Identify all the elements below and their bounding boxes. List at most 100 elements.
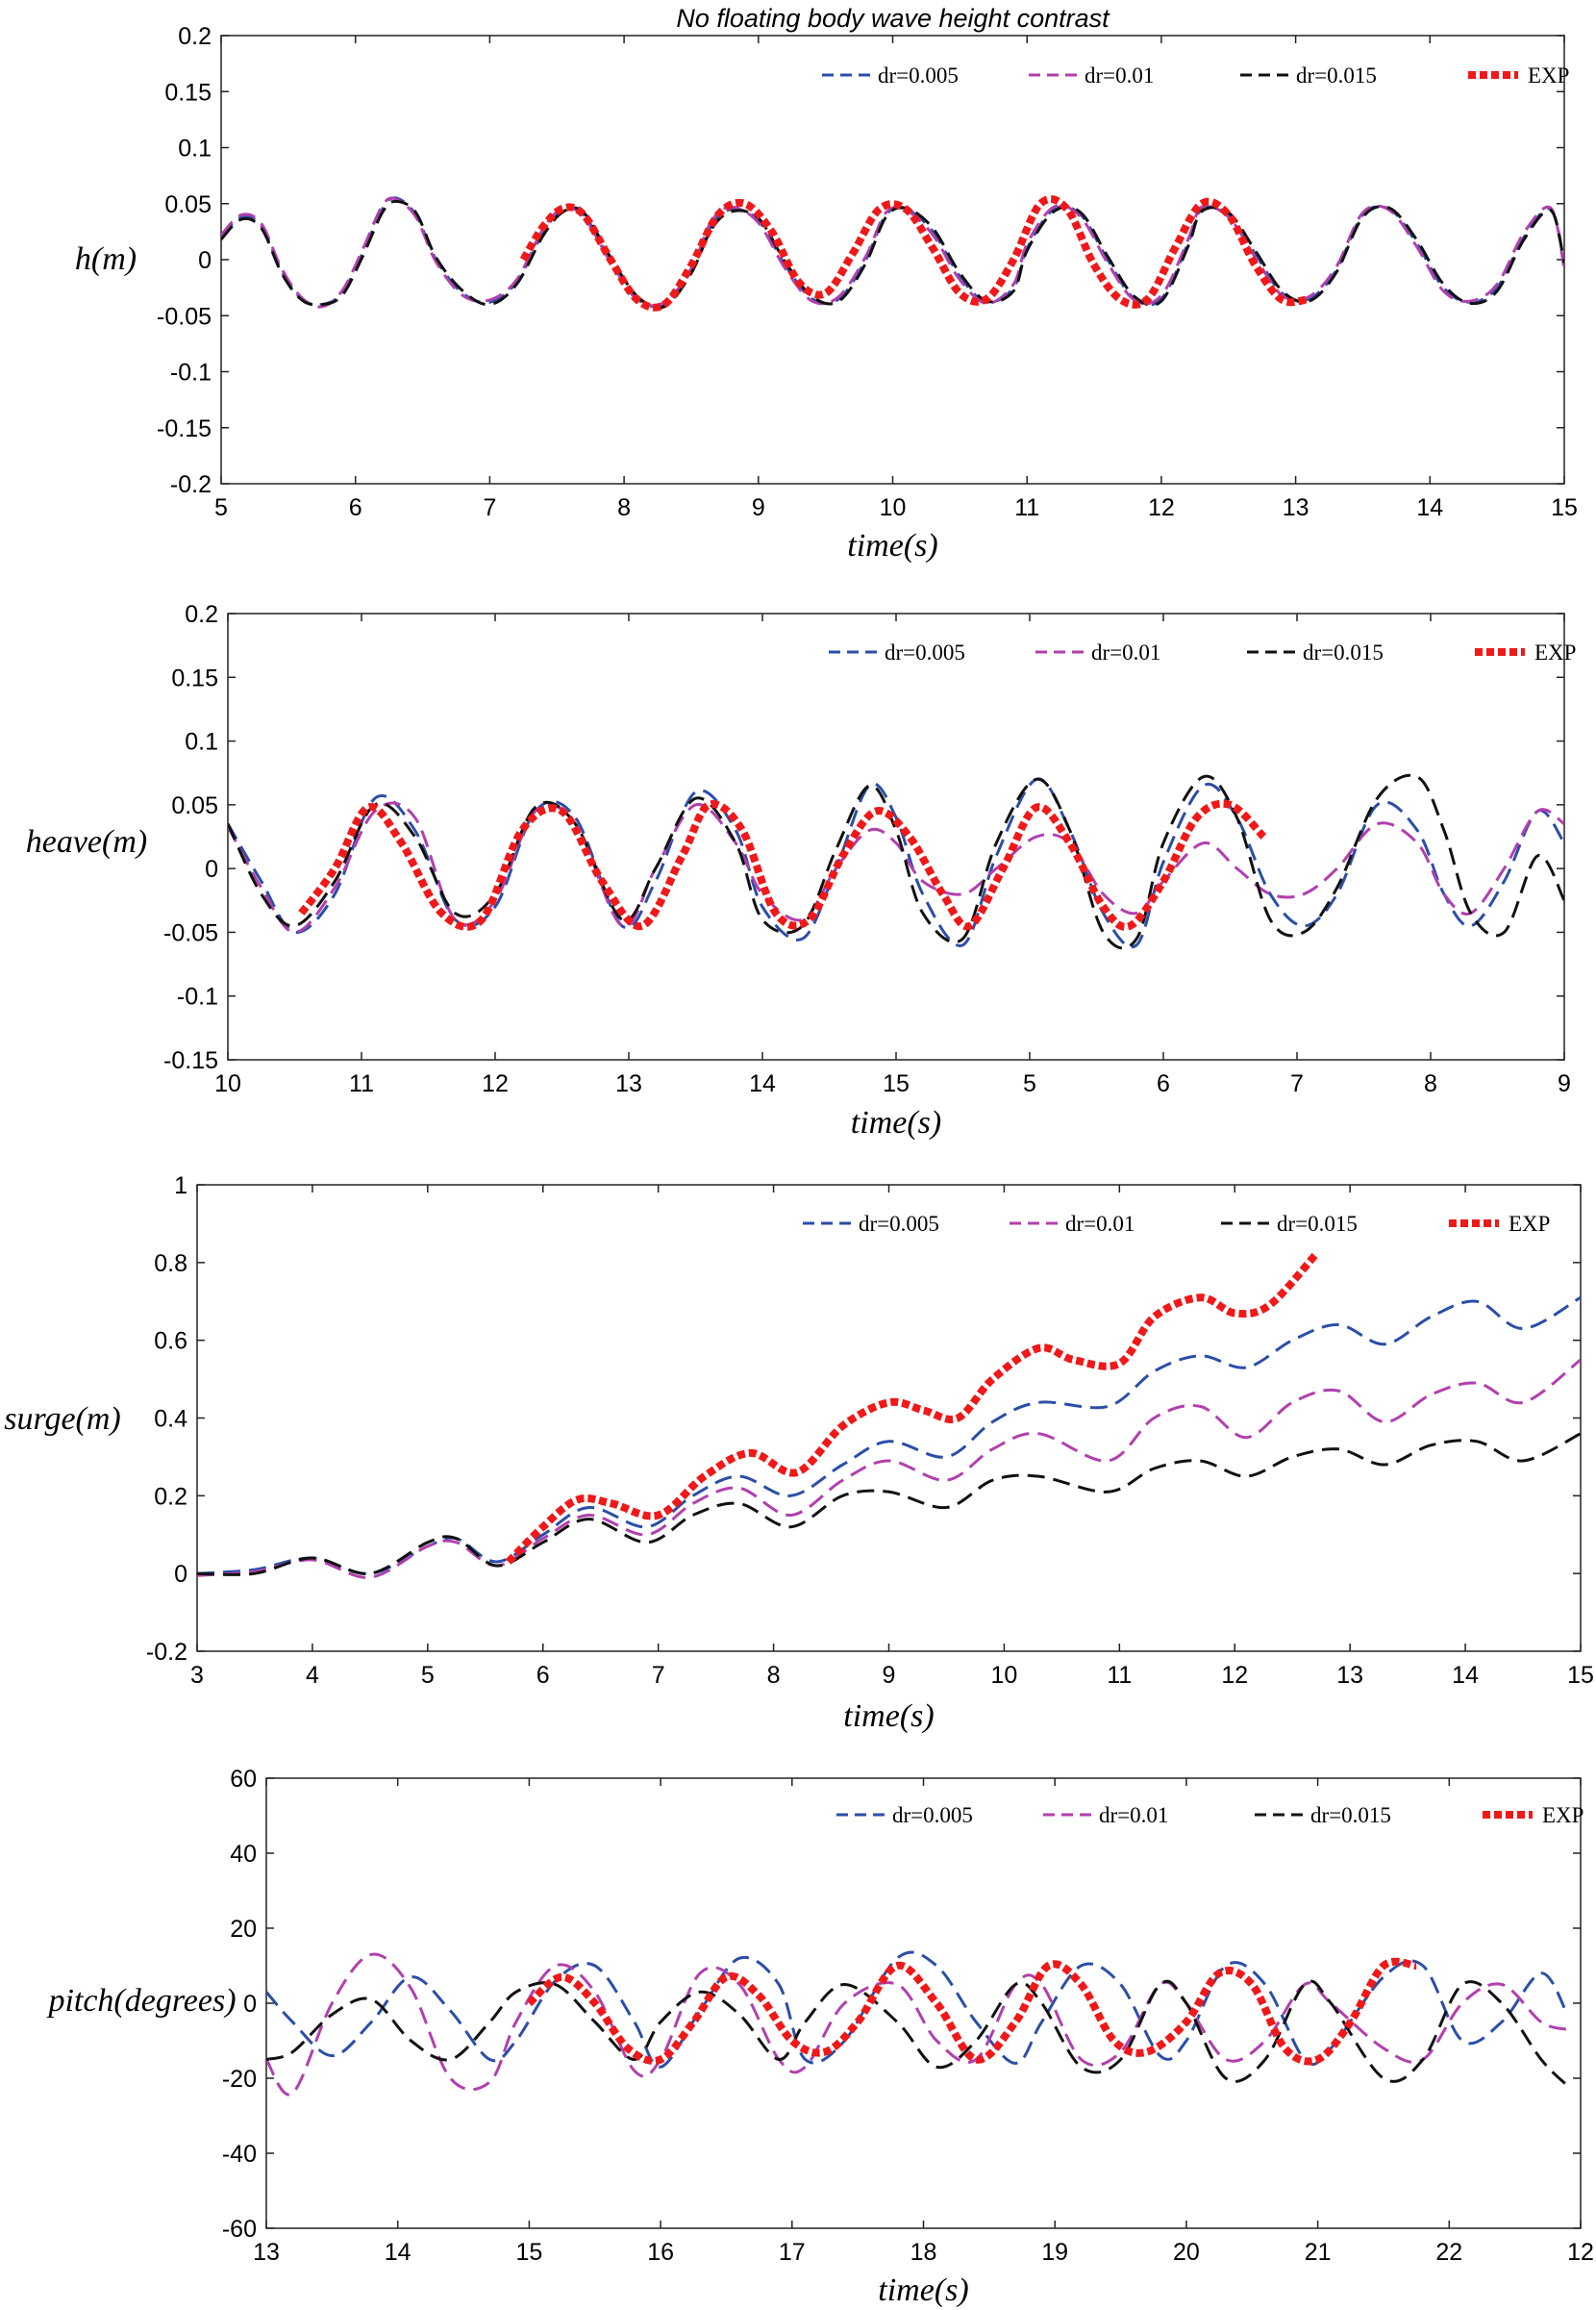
series-dr-001 <box>228 801 1564 934</box>
x-axis-label: time(s) <box>878 2272 968 2308</box>
y-tick-label: -0.1 <box>170 360 212 387</box>
x-tick-label: 7 <box>652 1662 665 1689</box>
legend-label: dr=0.01 <box>1099 1803 1168 1827</box>
x-tick-label: 18 <box>910 2239 937 2266</box>
series-exp <box>298 799 1267 931</box>
y-tick-label: 0 <box>198 247 212 274</box>
series-exp <box>526 1957 1417 2066</box>
y-tick-label: 0.15 <box>164 79 212 106</box>
y-tick-label: 40 <box>230 1841 257 1868</box>
y-tick-label: -0.2 <box>146 1639 187 1666</box>
x-tick-label: 13 <box>1283 494 1309 521</box>
x-tick-label: 3 <box>190 1662 204 1689</box>
x-axis-label: time(s) <box>847 528 937 564</box>
y-tick-label: 0.15 <box>171 665 218 691</box>
y-tick-label: -0.1 <box>177 984 218 1011</box>
y-tick-label: 0.05 <box>171 792 218 819</box>
y-tick-label: -0.05 <box>163 919 218 946</box>
y-tick-label: -20 <box>222 2066 257 2093</box>
y-tick-label: -0.15 <box>157 415 212 442</box>
x-tick-label: 7 <box>1290 1070 1304 1097</box>
y-tick-label: 0.2 <box>178 23 212 50</box>
x-tick-label: 15 <box>883 1070 910 1097</box>
y-tick-label: 0.2 <box>185 601 218 628</box>
y-tick-label: 0 <box>243 1991 257 2018</box>
x-tick-label: 6 <box>349 494 362 521</box>
x-tick-label: 12 <box>1148 494 1175 521</box>
legend-label: EXP <box>1542 1803 1584 1827</box>
legend-label: dr=0.015 <box>1277 1212 1358 1236</box>
y-tick-label: 0 <box>205 856 218 883</box>
y-tick-label: 20 <box>230 1916 257 1943</box>
y-axis-label: pitch(degrees) <box>46 1983 236 2019</box>
y-tick-label: 0.1 <box>185 729 218 756</box>
x-tick-label: 10 <box>880 494 907 521</box>
x-tick-label: 16 <box>647 2239 674 2266</box>
series-dr-001 <box>197 1358 1581 1579</box>
x-tick-label: 13 <box>253 2239 280 2266</box>
x-tick-label: 12 <box>1221 1662 1248 1689</box>
y-tick-label: 0.4 <box>154 1406 187 1433</box>
x-tick-label: 11 <box>349 1070 374 1097</box>
x-axis-label: time(s) <box>843 1698 934 1734</box>
legend-label: dr=0.005 <box>859 1212 939 1236</box>
series-exp <box>519 194 1310 312</box>
legend-label: dr=0.005 <box>892 1803 973 1827</box>
x-tick-label: 22 <box>1435 2239 1462 2266</box>
legend-label: dr=0.01 <box>1091 640 1160 665</box>
legend-label: dr=0.015 <box>1303 640 1384 665</box>
legend-label: dr=0.005 <box>878 63 959 88</box>
x-tick-label: 17 <box>779 2239 806 2266</box>
x-tick-label: 5 <box>421 1662 435 1689</box>
x-tick-label: 8 <box>1424 1070 1437 1097</box>
x-tick-label: 9 <box>883 1662 896 1689</box>
series-dr-0015 <box>221 199 1564 310</box>
y-tick-label: 0.05 <box>164 191 212 218</box>
y-axis-label: heave(m) <box>26 824 147 860</box>
x-tick-label: 15 <box>1567 1662 1594 1689</box>
y-tick-label: 1 <box>174 1172 187 1199</box>
x-tick-label: 15 <box>1551 494 1578 521</box>
series-dr-0005 <box>228 777 1564 949</box>
x-tick-label: 13 <box>1336 1662 1363 1689</box>
series-dr-0015 <box>228 773 1564 950</box>
legend-label: dr=0.015 <box>1310 1803 1391 1827</box>
y-tick-label: 0.8 <box>154 1250 187 1277</box>
legend-label: dr=0.01 <box>1065 1212 1135 1236</box>
y-tick-label: -0.15 <box>163 1047 218 1074</box>
x-tick-label: 14 <box>749 1070 776 1097</box>
legend-label: dr=0.01 <box>1085 63 1154 88</box>
x-tick-label: 11 <box>1107 1662 1132 1689</box>
x-axis-label: time(s) <box>851 1105 941 1141</box>
series-dr-001 <box>221 196 1564 309</box>
y-tick-label: 60 <box>230 1766 257 1793</box>
y-tick-label: 0 <box>174 1561 187 1588</box>
y-tick-label: 0.2 <box>154 1483 187 1510</box>
x-tick-label: 8 <box>617 494 631 521</box>
series-dr-0015 <box>266 1979 1569 2087</box>
y-tick-label: 0.1 <box>178 136 212 163</box>
x-tick-label: 6 <box>1157 1070 1170 1097</box>
legend-label: dr=0.015 <box>1296 63 1377 88</box>
y-axis-label: h(m) <box>75 241 137 277</box>
x-tick-label: 6 <box>536 1662 550 1689</box>
legend: dr=0.005 dr=0.01 dr=0.015 EXP <box>803 1212 1550 1236</box>
series-exp <box>505 1252 1319 1565</box>
y-tick-label: -0.2 <box>170 471 212 498</box>
x-tick-label: 13 <box>615 1070 642 1097</box>
plot-frame <box>265 1777 1582 2229</box>
x-tick-label: 8 <box>767 1662 781 1689</box>
legend-label: dr=0.005 <box>885 640 965 665</box>
x-tick-label: 15 <box>515 2239 542 2266</box>
chart-title: No floating body wave height contrast <box>676 4 1110 33</box>
x-tick-label: 11 <box>1014 494 1039 521</box>
legend: dr=0.005 dr=0.01 dr=0.015 EXP <box>836 1803 1584 1827</box>
chart-wave-height: 5 6 7 8 9 10 11 12 13 14 15 0.2 0.15 0.1 0.05 0 -0.05 -0.… <box>75 4 1578 564</box>
series-dr-0015 <box>197 1432 1581 1576</box>
x-tick-label: 9 <box>752 494 765 521</box>
y-tick-label: -40 <box>222 2141 257 2168</box>
plot-frame <box>220 35 1565 485</box>
x-tick-label: 21 <box>1305 2239 1332 2266</box>
legend: dr=0.005 dr=0.01 dr=0.015 EXP <box>829 640 1576 665</box>
